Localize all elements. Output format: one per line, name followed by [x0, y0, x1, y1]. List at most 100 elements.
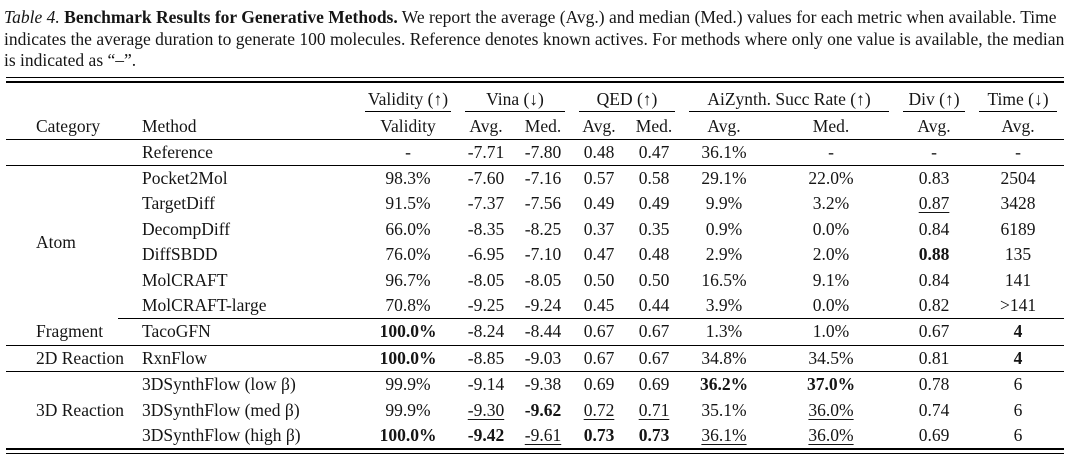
value-cell: 6189: [1000, 218, 1036, 239]
method-cell: TacoGFN: [118, 318, 358, 346]
value-cell: -: [972, 139, 1065, 166]
value-cell: -8.05: [524, 269, 562, 290]
value-cell: 9.1%: [812, 269, 850, 290]
table-bottom-rule: [6, 448, 1064, 455]
table-row-3dsynthflow-high: 3DSynthFlow (high β) 100.0% -9.42 -9.61 …: [6, 423, 1064, 448]
value-cell: 0.49: [638, 193, 670, 214]
value-cell: 0.58: [638, 167, 670, 188]
value-cell: 0.0%: [812, 218, 850, 239]
group-header-spacer: [6, 83, 118, 113]
column-header-aizynth-med: Med.: [766, 112, 897, 140]
value-cell: -9.42: [467, 424, 505, 445]
value-cell: 0.0%: [766, 292, 897, 320]
column-header-validity: Validity: [358, 112, 458, 140]
value-cell: 0.84: [918, 218, 950, 239]
caption-title: Benchmark Results for Generative Methods…: [64, 7, 398, 27]
value-cell: 1.0%: [766, 318, 897, 346]
value-cell: 0.67: [572, 345, 626, 373]
value-cell: 0.83: [918, 167, 950, 188]
value-cell: 4: [972, 345, 1065, 373]
value-cell: -7.80: [514, 139, 572, 166]
category-cell: 3D Reaction: [36, 399, 124, 420]
value-cell: 0.69: [638, 374, 670, 395]
value-cell: 0.73: [583, 424, 615, 445]
table-row-molcraft: MolCRAFT 96.7% -8.05 -8.05 0.50 0.50 16.…: [6, 268, 1064, 293]
value-cell: 0.67: [572, 318, 626, 346]
column-header-vina-avg: Avg.: [458, 112, 514, 140]
value-cell: 70.8%: [358, 292, 458, 320]
value-cell: -9.30: [467, 399, 505, 420]
column-header-qed-med: Med.: [626, 112, 682, 140]
method-cell: Pocket2Mol: [142, 167, 228, 188]
value-cell: 3.9%: [682, 292, 766, 320]
value-cell: 99.9%: [385, 399, 431, 420]
value-cell: 99.9%: [385, 374, 431, 395]
method-cell: DecompDiff: [142, 218, 231, 239]
value-cell: 2504: [1000, 167, 1036, 188]
column-header-aizynth-avg: Avg.: [682, 112, 766, 140]
value-cell: 9.9%: [705, 193, 743, 214]
category-cell: 2D Reaction: [6, 345, 124, 373]
value-cell: 3.2%: [812, 193, 850, 214]
value-cell: -7.37: [467, 193, 505, 214]
value-cell: -8.35: [467, 218, 505, 239]
value-cell: 36.1%: [701, 424, 747, 445]
value-cell: 0.57: [583, 167, 615, 188]
value-cell: 36.0%: [808, 424, 854, 445]
value-cell: 6: [1013, 424, 1023, 445]
value-cell: 34.8%: [682, 345, 766, 373]
value-cell: -9.03: [514, 345, 572, 373]
value-cell: 0.78: [918, 374, 950, 395]
value-cell: -9.14: [467, 374, 505, 395]
value-cell: 4: [972, 318, 1065, 346]
value-cell: 66.0%: [385, 218, 431, 239]
value-cell: 98.3%: [385, 167, 431, 188]
value-cell: 76.0%: [385, 244, 431, 265]
value-cell: -9.62: [524, 399, 562, 420]
group-header-vina: Vina (↓): [458, 83, 572, 113]
value-cell: -7.10: [524, 244, 562, 265]
table-row-diffsbdd: DiffSBDD 76.0% -6.95 -7.10 0.47 0.48 2.9…: [6, 242, 1064, 267]
method-cell: 3DSynthFlow (med β): [142, 399, 300, 420]
table-row-rxnflow: 2D Reaction RxnFlow 100.0% -8.85 -9.03 0…: [6, 345, 1065, 373]
value-cell: -7.56: [524, 193, 562, 214]
table-row-decompdiff: DecompDiff 66.0% -8.35 -8.25 0.37 0.35 0…: [6, 217, 1064, 242]
value-cell: 2.0%: [812, 244, 850, 265]
value-cell: 135: [1004, 244, 1032, 265]
value-cell: 100.0%: [358, 318, 458, 346]
group-header-spacer: [118, 83, 358, 113]
value-cell: 0.48: [572, 139, 626, 166]
value-cell: 100.0%: [379, 424, 437, 445]
value-cell: -8.25: [524, 218, 562, 239]
table-row-molcraft-large: MolCRAFT-large 70.8% -9.25 -9.24 0.45 0.…: [6, 292, 1065, 320]
value-cell: 0.9%: [705, 218, 743, 239]
value-cell: 2.9%: [705, 244, 743, 265]
category-cell: [6, 139, 118, 166]
method-cell: 3DSynthFlow (high β): [142, 424, 301, 445]
value-cell: 0.87: [918, 193, 950, 214]
value-cell: 0.35: [638, 218, 670, 239]
group-header-div: Div (↑): [896, 83, 972, 113]
group-header-aizynth: AiZynth. Succ Rate (↑): [682, 83, 896, 113]
sub-header-row: Category Method Validity Avg. Med. Avg. …: [6, 112, 1065, 140]
value-cell: 0.81: [896, 345, 973, 373]
value-cell: 36.0%: [808, 399, 854, 420]
category-cell: Atom: [36, 231, 76, 252]
value-cell: -6.95: [467, 244, 505, 265]
value-cell: 0.84: [918, 269, 950, 290]
value-cell: 100.0%: [358, 345, 458, 373]
value-cell: 16.5%: [701, 269, 747, 290]
value-cell: -9.38: [524, 374, 562, 395]
value-cell: -8.05: [467, 269, 505, 290]
method-cell: Reference: [118, 139, 358, 166]
method-cell: TargetDiff: [142, 193, 215, 214]
column-header-method: Method: [118, 112, 358, 140]
table-caption: Table 4. Benchmark Results for Generativ…: [4, 7, 1076, 72]
value-cell: 3428: [1000, 193, 1036, 214]
table-row-targetdiff: TargetDiff 91.5% -7.37 -7.56 0.49 0.49 9…: [6, 191, 1064, 216]
value-cell: 35.1%: [701, 399, 747, 420]
value-cell: 0.45: [572, 292, 626, 320]
value-cell: 0.88: [918, 244, 950, 265]
group-header-time: Time (↓): [972, 83, 1064, 113]
